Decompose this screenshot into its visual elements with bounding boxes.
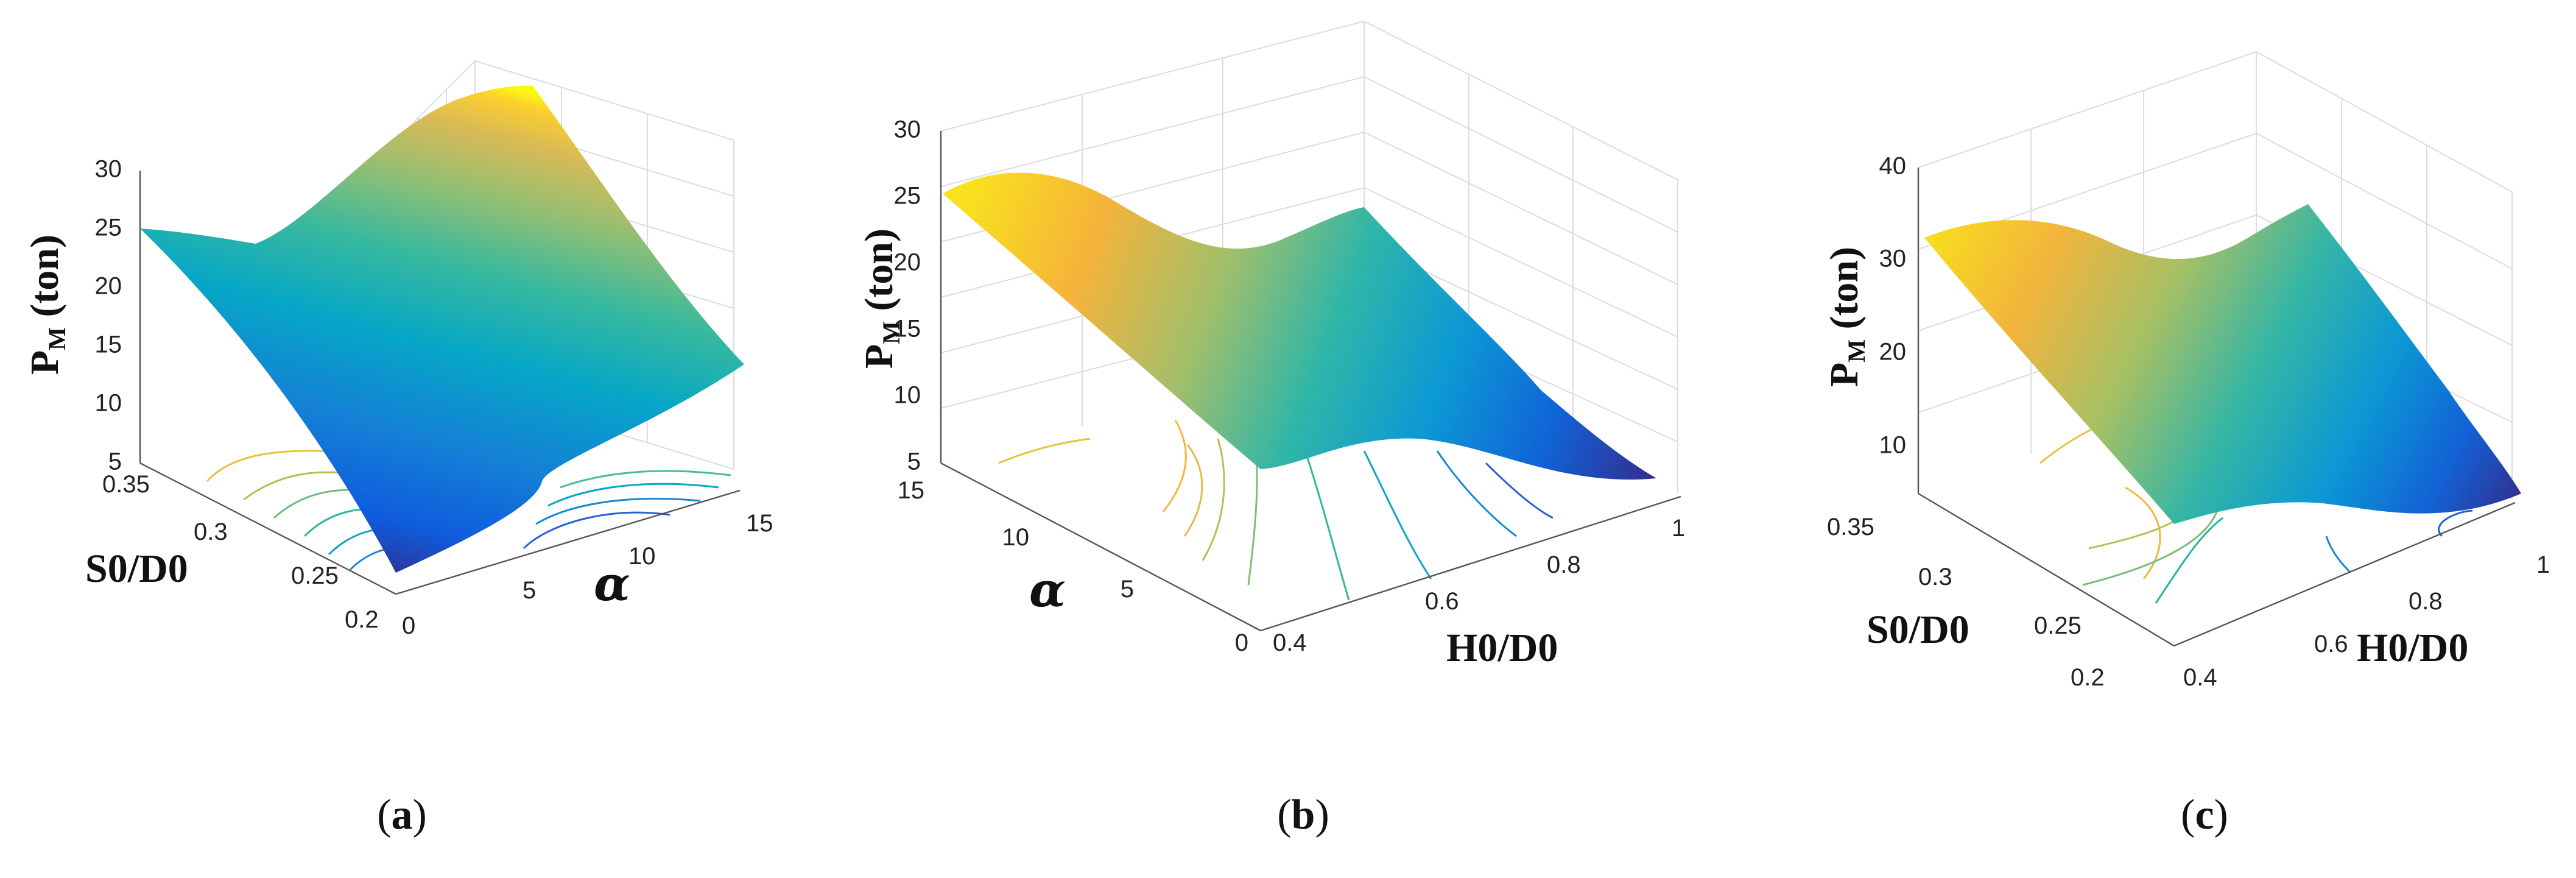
z-tick: 10 — [1879, 432, 1907, 459]
z-tick: 30 — [1879, 246, 1907, 272]
z-tick: 30 — [894, 116, 921, 143]
z-tick: 30 — [95, 156, 122, 183]
y-tick: 0.2 — [2071, 664, 2105, 691]
y-tick: 0.25 — [291, 562, 339, 589]
panel-b-x-ticks: 0.4 0.6 0.8 1 — [1273, 515, 1685, 656]
y-tick: 0 — [1235, 629, 1248, 656]
panel-b: 30 25 20 15 10 5 15 10 5 0 0.4 0.6 0.8 1… — [857, 20, 1685, 838]
panel-a-surface — [140, 85, 744, 573]
panel-b-z-ticks: 30 25 20 15 10 5 — [894, 116, 921, 475]
y-tick: 0.3 — [194, 519, 228, 545]
z-tick: 5 — [907, 448, 921, 475]
panel-a-z-ticks: 30 25 20 15 10 5 — [95, 156, 122, 475]
z-tick: 15 — [95, 331, 122, 358]
panel-a-x-label: α — [594, 556, 630, 612]
panel-c-caption: (c) — [2181, 791, 2228, 838]
z-tick: 25 — [894, 183, 921, 210]
x-tick: 0.6 — [1425, 588, 1459, 615]
panel-b-surface — [943, 172, 1656, 480]
panel-a: 30 25 20 15 10 5 0.35 0.3 0.25 0.2 0 5 1… — [23, 60, 773, 838]
panel-b-y-ticks: 15 10 5 0 — [898, 477, 1249, 656]
y-tick: 0.35 — [102, 471, 150, 498]
panel-b-y-label: α — [1029, 562, 1066, 618]
x-tick: 0.4 — [1273, 629, 1307, 656]
z-tick: 20 — [95, 273, 122, 300]
panel-b-caption: (b) — [1277, 791, 1329, 838]
x-tick: 0.8 — [2409, 588, 2443, 615]
y-tick: 0.2 — [345, 606, 379, 633]
x-tick: 5 — [523, 577, 536, 604]
z-tick: 20 — [894, 249, 921, 276]
panel-c-axes — [1917, 168, 2516, 647]
x-tick: 0 — [402, 612, 415, 639]
panel-a-z-label: PM (ton) — [23, 235, 71, 375]
panel-a-y-ticks: 0.35 0.3 0.25 0.2 — [102, 471, 379, 633]
y-tick: 10 — [1002, 524, 1030, 551]
panel-c-z-label: PM (ton) — [1822, 247, 1870, 387]
y-tick: 0.35 — [1827, 514, 1874, 540]
x-tick: 10 — [628, 543, 656, 570]
z-tick: 10 — [95, 390, 122, 417]
panel-b-z-label: PM (ton) — [857, 228, 905, 369]
x-tick: 0.4 — [2183, 664, 2217, 691]
y-tick: 0.25 — [2034, 612, 2082, 639]
panel-a-axes — [139, 171, 741, 595]
panel-c-y-ticks: 0.35 0.3 0.25 0.2 — [1827, 514, 2105, 691]
y-tick: 5 — [1121, 576, 1134, 603]
x-tick: 0.8 — [1547, 551, 1581, 578]
panel-b-contours — [998, 420, 1554, 601]
panel-a-y-label: S0/D0 — [85, 547, 188, 591]
z-tick: 20 — [1879, 339, 1907, 366]
panel-c-x-ticks: 0.4 0.6 0.8 1 — [2183, 551, 2550, 691]
panel-c-x-label: H0/D0 — [2357, 626, 2468, 670]
panel-c: 40 30 20 10 0.35 0.3 0.25 0.2 0.4 0.6 0.… — [1822, 51, 2550, 838]
y-tick: 15 — [898, 477, 925, 504]
panel-b-x-label: H0/D0 — [1446, 626, 1558, 670]
x-tick: 0.6 — [2314, 631, 2348, 657]
z-tick: 40 — [1879, 153, 1907, 180]
y-tick: 0.3 — [1918, 564, 1952, 590]
panel-c-y-label: S0/D0 — [1867, 607, 1969, 652]
panel-a-x-ticks: 0 5 10 15 — [402, 510, 773, 639]
x-tick: 1 — [1672, 515, 1685, 542]
panel-b-axes — [940, 131, 1681, 632]
z-tick: 25 — [95, 214, 122, 241]
z-tick: 10 — [894, 382, 921, 409]
x-tick: 1 — [2536, 551, 2550, 578]
x-tick: 15 — [746, 510, 773, 537]
panel-c-z-ticks: 40 30 20 10 — [1879, 153, 1907, 459]
z-tick: 15 — [894, 316, 921, 342]
panel-a-caption: (a) — [377, 791, 427, 838]
z-tick: 5 — [108, 448, 122, 475]
panel-c-surface — [1924, 204, 2521, 524]
